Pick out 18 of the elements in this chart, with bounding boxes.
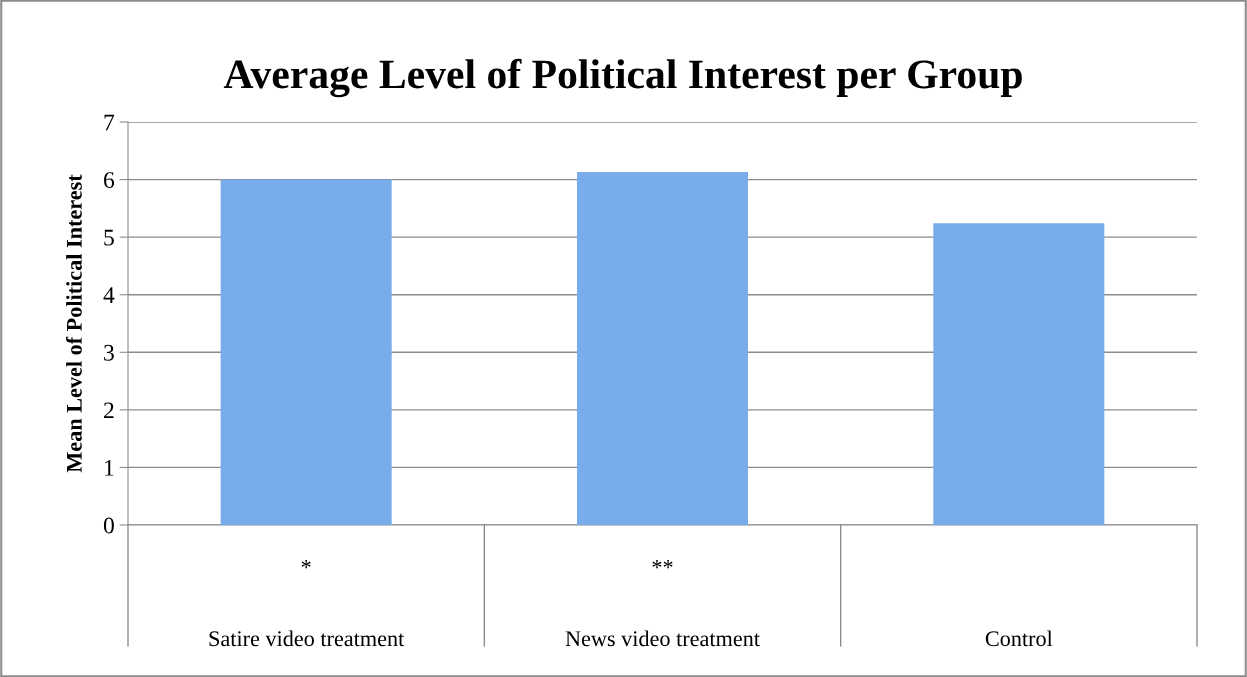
x-tick-label: Control [985, 630, 1053, 647]
y-tick-label: 1 [105, 460, 114, 476]
y-tick-label: 3 [104, 344, 114, 361]
y-tick-label: 0 [103, 517, 114, 534]
y-tick-label: 2 [104, 402, 114, 419]
y-axis-title: Mean Level of Political Interest [65, 174, 82, 473]
chart-title: Average Level of Political Interest per Group [223, 58, 1022, 98]
text: * [301, 560, 311, 569]
bar [933, 223, 1105, 525]
x-tick-label: Satire video treatment [209, 630, 405, 647]
x-tick-label: News video treatment [565, 630, 760, 647]
y-tick-label: 5 [104, 229, 114, 246]
y-tick-label: 6 [104, 172, 115, 188]
text: ** [652, 560, 673, 569]
bar [576, 172, 749, 525]
y-tick-label: 4 [103, 287, 115, 303]
bar [220, 179, 392, 525]
y-tick-label: 7 [104, 114, 115, 131]
